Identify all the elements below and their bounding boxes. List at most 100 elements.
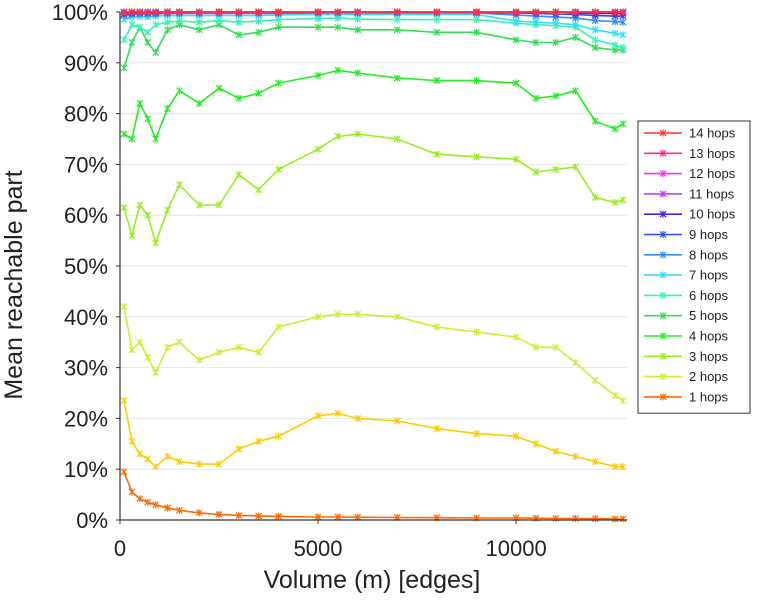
data-point — [152, 21, 160, 29]
data-point — [144, 211, 152, 219]
data-point — [215, 510, 223, 518]
data-point — [334, 409, 342, 417]
data-point — [144, 353, 152, 361]
data-point — [611, 125, 619, 133]
data-point — [164, 453, 171, 460]
data-point — [235, 31, 243, 39]
y-tick-label: 80% — [64, 102, 108, 127]
data-point — [215, 8, 223, 16]
data-point — [120, 303, 128, 311]
data-point — [532, 18, 540, 26]
data-point — [195, 8, 203, 16]
legend-item: 5 hops — [644, 308, 729, 323]
data-point — [128, 38, 136, 46]
data-point — [473, 77, 480, 85]
data-point — [314, 412, 322, 420]
data-point — [136, 201, 144, 209]
data-point — [611, 463, 619, 471]
legend-item: 4 hops — [644, 329, 729, 344]
data-point — [532, 38, 540, 46]
data-point — [195, 26, 203, 34]
data-point — [393, 135, 401, 143]
data-point — [128, 8, 136, 16]
data-point — [235, 8, 243, 16]
legend-box — [637, 120, 751, 414]
data-point — [120, 397, 128, 405]
data-point — [532, 94, 540, 102]
data-point — [334, 513, 342, 521]
tick-labels: 0% 10% 20% 30% 40% 50% 60% 70% 80% 90% 100% 0 5000 10… — [52, 0, 547, 561]
data-point — [354, 69, 362, 77]
legend: 14 hops 13 hops 12 hops 11 hops 10 hops 9 hop… — [637, 120, 751, 414]
data-point — [572, 8, 579, 16]
data-point — [572, 163, 579, 171]
data-point — [215, 348, 223, 356]
data-point — [611, 392, 619, 400]
data-point — [473, 8, 480, 16]
data-point — [136, 450, 144, 458]
y-axis-title: Mean reachable part — [0, 170, 28, 399]
data-point — [354, 8, 362, 16]
legend-item: 10 hops — [644, 207, 736, 222]
data-point — [255, 186, 263, 194]
data-point — [591, 376, 599, 384]
data-point — [532, 343, 540, 351]
data-point — [552, 165, 560, 173]
data-point — [334, 23, 342, 31]
data-point — [591, 8, 599, 16]
data-point — [120, 468, 128, 476]
data-point — [393, 8, 401, 16]
y-tick-label: 100% — [52, 0, 108, 25]
gridlines — [120, 11, 627, 521]
legend-item: 14 hops — [644, 126, 736, 141]
data-point — [619, 18, 627, 26]
data-point — [120, 64, 128, 72]
data-point — [512, 155, 520, 163]
data-point — [532, 440, 540, 448]
legend-label: 13 hops — [689, 146, 736, 161]
data-point — [215, 460, 223, 468]
data-point — [128, 488, 136, 496]
legend-item: 1 hops — [644, 389, 729, 404]
data-point — [275, 8, 282, 16]
y-tick-label: 70% — [64, 152, 108, 177]
data-point — [275, 512, 282, 520]
data-point — [164, 504, 171, 512]
data-point — [611, 29, 619, 37]
data-point — [334, 310, 342, 318]
data-point — [164, 8, 171, 16]
data-point — [152, 135, 160, 143]
data-point — [512, 36, 520, 44]
data-point — [164, 343, 171, 351]
data-point — [235, 511, 243, 519]
data-point — [175, 338, 183, 346]
data-point — [393, 417, 401, 425]
legend-item: 7 hops — [644, 268, 729, 283]
data-point — [619, 120, 627, 128]
data-point — [164, 26, 171, 34]
data-point — [619, 31, 627, 39]
data-point — [393, 313, 401, 321]
y-tick-label: 40% — [64, 305, 108, 330]
series-2-hops-lower — [120, 397, 627, 471]
legend-label: 8 hops — [689, 247, 729, 262]
data-point — [144, 8, 152, 16]
data-point — [433, 425, 441, 433]
data-point — [128, 346, 136, 354]
data-point — [128, 232, 136, 240]
data-point — [552, 38, 560, 46]
data-point — [572, 453, 579, 460]
data-point — [195, 509, 203, 517]
legend-label: 5 hops — [689, 308, 729, 323]
legend-label: 2 hops — [689, 369, 729, 384]
data-point — [314, 8, 322, 16]
y-tick-label: 90% — [64, 51, 108, 76]
legend-label: 3 hops — [689, 349, 729, 364]
data-point — [473, 153, 480, 161]
data-point — [572, 359, 579, 367]
data-point — [512, 8, 520, 16]
data-point — [512, 333, 520, 341]
data-point — [120, 204, 128, 212]
legend-label: 14 hops — [689, 126, 736, 141]
data-point — [354, 130, 362, 138]
